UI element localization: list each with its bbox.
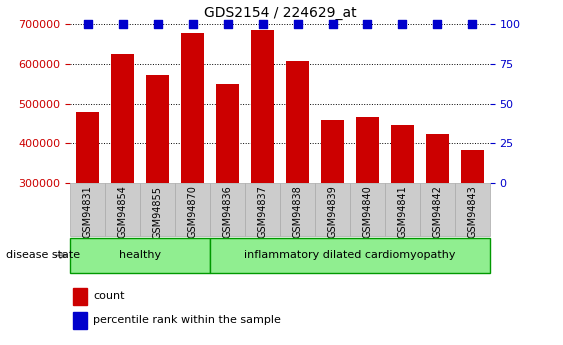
Bar bbox=[105, 183, 140, 236]
Text: GSM94842: GSM94842 bbox=[432, 186, 443, 238]
Point bbox=[118, 21, 127, 27]
Bar bbox=[216, 84, 239, 302]
Bar bbox=[286, 61, 309, 302]
Bar bbox=[315, 183, 350, 236]
Bar bbox=[385, 183, 420, 236]
Text: percentile rank within the sample: percentile rank within the sample bbox=[93, 315, 281, 325]
Point bbox=[188, 21, 197, 27]
Text: GSM94843: GSM94843 bbox=[467, 186, 477, 238]
Bar bbox=[461, 150, 484, 302]
Point bbox=[468, 21, 477, 27]
Text: GSM94870: GSM94870 bbox=[187, 186, 198, 238]
Text: GSM94840: GSM94840 bbox=[363, 186, 373, 238]
Text: count: count bbox=[93, 291, 125, 301]
Bar bbox=[73, 288, 87, 305]
Bar bbox=[210, 238, 490, 273]
Text: GSM94839: GSM94839 bbox=[328, 186, 338, 238]
Text: GSM94841: GSM94841 bbox=[397, 186, 408, 238]
Bar bbox=[73, 312, 87, 329]
Point bbox=[223, 21, 232, 27]
Text: GSM94854: GSM94854 bbox=[118, 186, 128, 238]
Bar bbox=[175, 183, 210, 236]
Bar bbox=[70, 238, 210, 273]
Bar bbox=[350, 183, 385, 236]
Text: GSM94838: GSM94838 bbox=[293, 186, 302, 238]
Bar bbox=[455, 183, 490, 236]
Bar bbox=[70, 183, 105, 236]
Bar bbox=[210, 183, 245, 236]
Bar bbox=[140, 183, 175, 236]
Text: GSM94837: GSM94837 bbox=[258, 186, 267, 238]
Point bbox=[258, 21, 267, 27]
Bar bbox=[280, 183, 315, 236]
Text: inflammatory dilated cardiomyopathy: inflammatory dilated cardiomyopathy bbox=[244, 250, 455, 260]
Bar bbox=[356, 117, 379, 302]
Bar bbox=[181, 33, 204, 302]
Point bbox=[433, 21, 442, 27]
Bar bbox=[245, 183, 280, 236]
Point bbox=[293, 21, 302, 27]
Bar bbox=[391, 125, 414, 302]
Point bbox=[153, 21, 162, 27]
Text: GSM94831: GSM94831 bbox=[83, 186, 93, 238]
Text: GSM94836: GSM94836 bbox=[222, 186, 233, 238]
Bar bbox=[420, 183, 455, 236]
Bar bbox=[251, 30, 274, 302]
Bar bbox=[111, 54, 134, 302]
Point bbox=[328, 21, 337, 27]
Text: healthy: healthy bbox=[119, 250, 162, 260]
Title: GDS2154 / 224629_at: GDS2154 / 224629_at bbox=[204, 6, 356, 20]
Point bbox=[83, 21, 92, 27]
Bar bbox=[426, 135, 449, 302]
Text: disease state: disease state bbox=[6, 250, 80, 260]
Bar bbox=[77, 112, 99, 302]
Bar bbox=[321, 120, 344, 302]
Point bbox=[363, 21, 372, 27]
Bar bbox=[146, 75, 169, 302]
Point bbox=[398, 21, 407, 27]
Text: GSM94855: GSM94855 bbox=[153, 186, 163, 238]
